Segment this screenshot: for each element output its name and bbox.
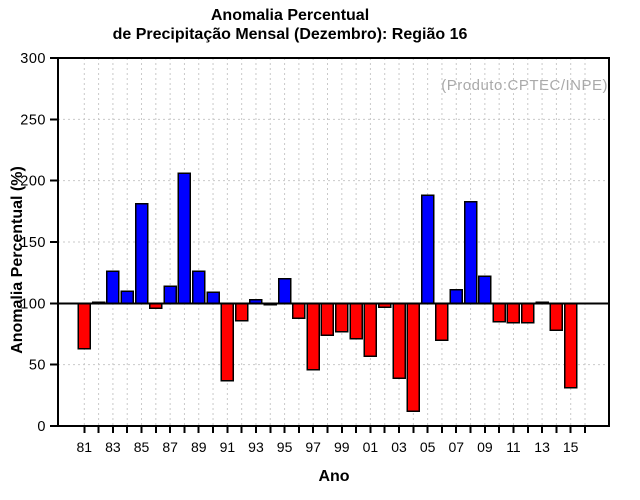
bar-2000 bbox=[349, 302, 363, 340]
bar-1997 bbox=[306, 302, 320, 371]
y-tick-label: 300 bbox=[20, 51, 46, 67]
x-tick-label: 91 bbox=[220, 439, 236, 455]
x-tick-label: 03 bbox=[391, 439, 407, 455]
bar-2014 bbox=[549, 302, 564, 332]
y-tick-label: 150 bbox=[20, 235, 46, 251]
x-tick-label: 01 bbox=[363, 439, 379, 455]
bar-1988 bbox=[177, 172, 192, 305]
x-tick-label: 11 bbox=[506, 439, 521, 455]
bar-1984 bbox=[120, 290, 134, 305]
bar-1991 bbox=[220, 302, 235, 382]
chart-title-line1: Anomalia Percentual bbox=[210, 7, 370, 24]
x-tick-label: 85 bbox=[134, 439, 150, 455]
x-axis-title: Ano bbox=[318, 468, 350, 485]
bar-1992 bbox=[234, 302, 249, 322]
bar-2007 bbox=[449, 289, 463, 305]
bar-1990 bbox=[206, 291, 220, 305]
bar-1987 bbox=[163, 285, 177, 305]
x-tick-label: 97 bbox=[305, 439, 321, 455]
chart-title: Anomalia Percentual de Precipitação Mens… bbox=[0, 6, 580, 44]
y-tick-label: 250 bbox=[20, 112, 46, 128]
y-tick-label: 200 bbox=[20, 174, 46, 190]
bar-1995 bbox=[277, 278, 292, 305]
bar-2009 bbox=[478, 275, 492, 305]
bar-2005 bbox=[420, 194, 435, 305]
x-tick-label: 89 bbox=[191, 439, 207, 455]
product-credit-label: (Produto:CPTEC/INPE) bbox=[441, 77, 608, 94]
x-tick-label: 13 bbox=[534, 439, 550, 455]
bar-1998 bbox=[320, 302, 335, 336]
bar-1983 bbox=[106, 270, 120, 305]
x-tick-label: 83 bbox=[105, 439, 121, 455]
x-tick-label: 95 bbox=[277, 439, 293, 455]
bar-2003 bbox=[392, 302, 406, 379]
bar-1996 bbox=[292, 302, 306, 319]
bar-2001 bbox=[363, 302, 378, 357]
bar-2012 bbox=[521, 302, 535, 324]
bar-2008 bbox=[463, 200, 478, 305]
y-tick-label: 100 bbox=[20, 296, 46, 312]
bar-1999 bbox=[335, 302, 349, 333]
bar-2015 bbox=[563, 302, 578, 389]
bar-1981 bbox=[77, 302, 92, 350]
chart-title-line2: de Precipitação Mensal (Dezembro): Regiã… bbox=[112, 26, 468, 43]
bar-2006 bbox=[435, 302, 449, 341]
x-tick-label: 05 bbox=[420, 439, 436, 455]
x-tick-label: 87 bbox=[162, 439, 178, 455]
y-tick-label: 50 bbox=[29, 358, 46, 374]
bar-1985 bbox=[134, 203, 149, 305]
x-tick-label: 81 bbox=[77, 439, 93, 455]
x-tick-label: 07 bbox=[448, 439, 464, 455]
bar-2010 bbox=[492, 302, 506, 323]
x-tick-label: 93 bbox=[248, 439, 264, 455]
x-tick-label: 99 bbox=[334, 439, 350, 455]
bar-2011 bbox=[506, 302, 521, 324]
x-tick-label: 09 bbox=[477, 439, 493, 455]
bar-1989 bbox=[191, 270, 206, 305]
bar-2004 bbox=[406, 302, 421, 413]
y-tick-label: 0 bbox=[37, 419, 46, 435]
x-tick-label: 15 bbox=[563, 439, 579, 455]
